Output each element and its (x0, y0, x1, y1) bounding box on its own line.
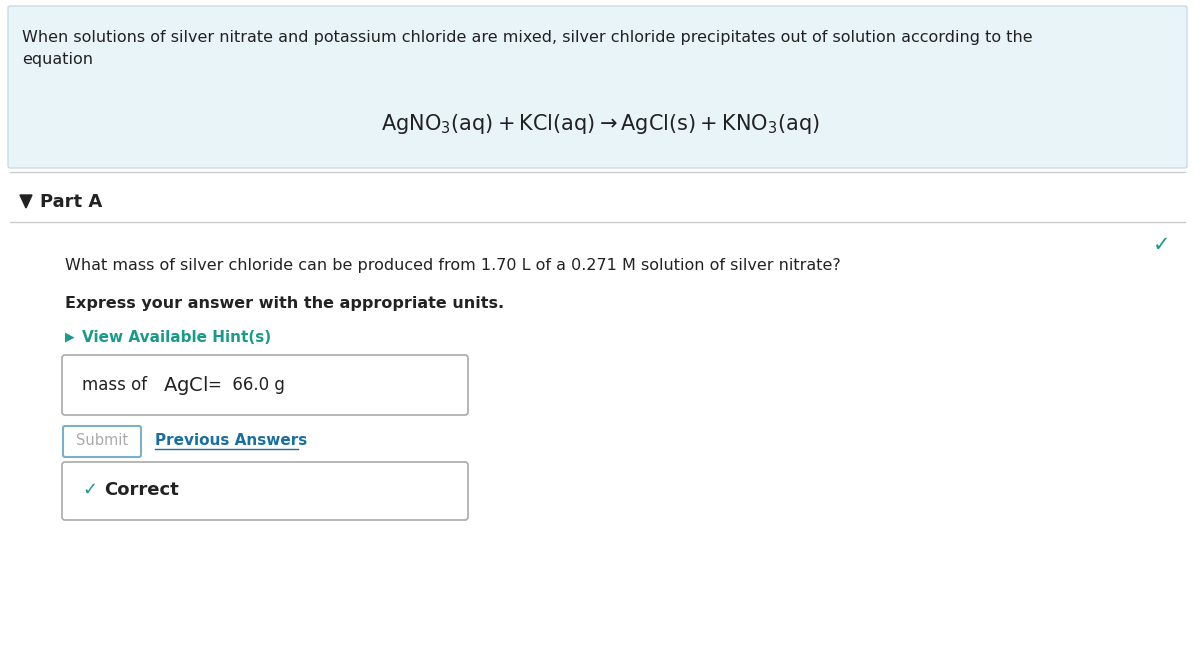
Text: What mass of silver chloride can be produced from 1.70 L of a 0.271 M solution o: What mass of silver chloride can be prod… (65, 258, 841, 273)
Text: When solutions of silver nitrate and potassium chloride are mixed, silver chlori: When solutions of silver nitrate and pot… (22, 30, 1033, 67)
Text: =  66.0 g: = 66.0 g (208, 376, 284, 394)
FancyBboxPatch shape (64, 426, 142, 457)
Text: ✓: ✓ (1152, 235, 1170, 255)
Text: Express your answer with the appropriate units.: Express your answer with the appropriate… (65, 296, 504, 311)
FancyBboxPatch shape (62, 462, 468, 520)
Text: Correct: Correct (104, 481, 179, 499)
Text: $\mathrm{AgNO_3(aq) + KCl(aq) \rightarrow AgCl(s) + KNO_3(aq)}$: $\mathrm{AgNO_3(aq) + KCl(aq) \rightarro… (380, 112, 820, 136)
Text: Previous Answers: Previous Answers (155, 433, 307, 448)
FancyBboxPatch shape (62, 355, 468, 415)
Text: View Available Hint(s): View Available Hint(s) (82, 330, 271, 345)
Text: ✓: ✓ (82, 481, 97, 499)
Text: mass of: mass of (82, 376, 152, 394)
Text: Submit: Submit (76, 433, 128, 448)
FancyBboxPatch shape (8, 6, 1187, 168)
Text: ▶: ▶ (65, 330, 74, 343)
Text: Part A: Part A (40, 193, 102, 211)
Polygon shape (20, 195, 32, 208)
Text: $\mathrm{AgCl}$: $\mathrm{AgCl}$ (163, 374, 208, 397)
